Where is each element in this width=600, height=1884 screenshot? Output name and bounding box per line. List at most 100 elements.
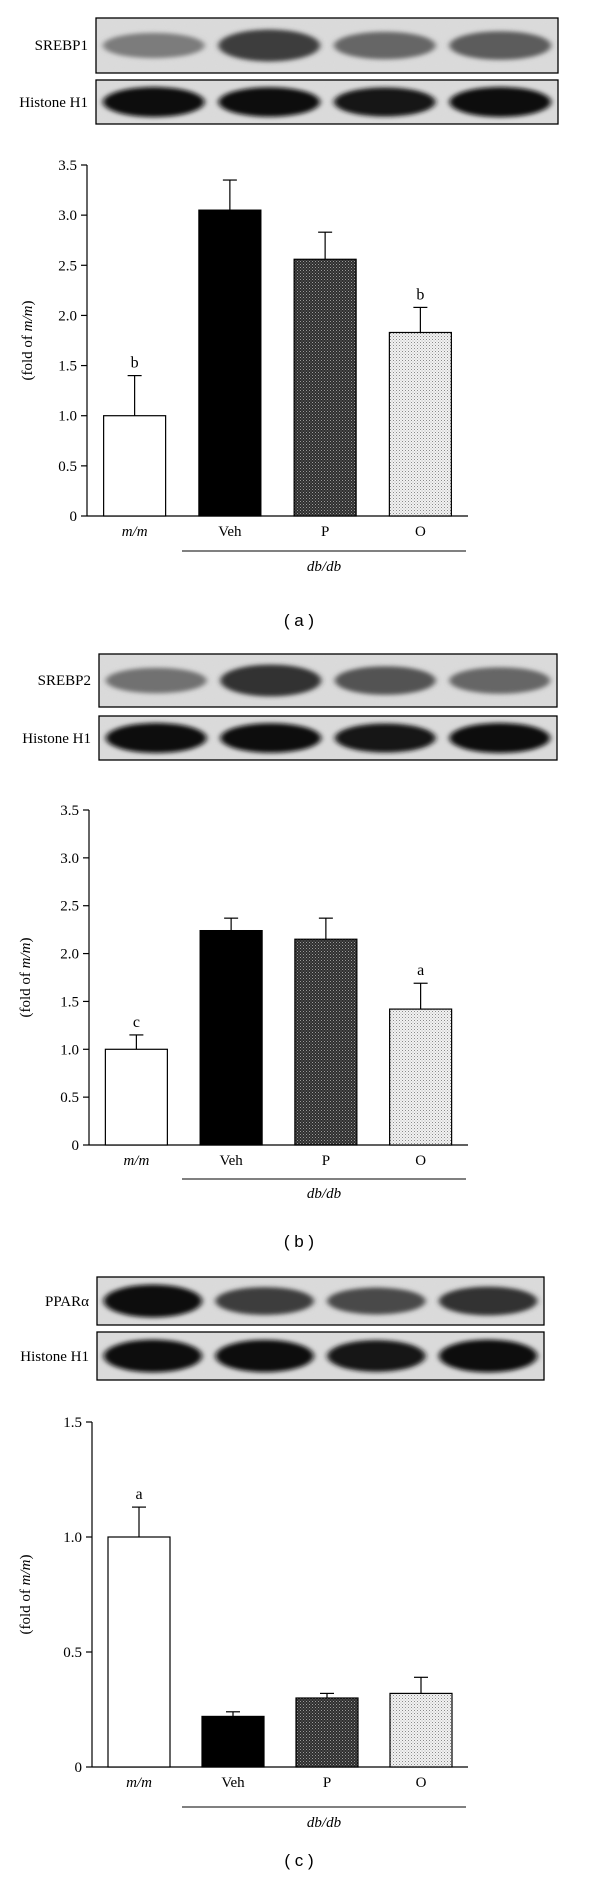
x-tick-label: m/m [122,524,148,540]
bar [201,1715,265,1768]
x-tick-label: O [416,1775,427,1791]
y-tick-label: 1.0 [60,1042,79,1058]
blot-band [334,666,436,695]
bar-chart: 0 0.5 1.0 1.5 2.0 2.5 3.0 3.5 (fold of m/m) b m/m V… [20,158,468,540]
blot-bands [98,1278,543,1324]
y-tick-label: 1.5 [63,1415,82,1431]
blot-bands [100,655,556,706]
blot-band [327,1340,426,1372]
x-tick-label: Veh [219,1153,243,1169]
blot-band [333,31,436,60]
y-tick-label: 2.5 [58,258,77,274]
blot-band [103,1339,203,1373]
blot-band [105,723,207,753]
y-axis-label: (fold of m/m) [20,301,36,381]
x-tick-label: O [415,1153,426,1169]
group-label: db/db [307,1815,342,1831]
y-tick-label: 0 [75,1760,83,1776]
x-tick-label: Veh [221,1775,245,1791]
blot-bands [97,81,557,123]
blot-strip: SREBP1 [35,17,559,74]
blot-label: PPARα [45,1294,89,1310]
blot-band [334,723,436,753]
y-tick-label: 0 [72,1138,80,1154]
y-tick-label: 2.0 [58,308,77,324]
blot-label: SREBP2 [38,673,91,689]
bar-chart: 0 0.5 1.0 1.5 (fold of m/m) a m/m Veh P O [18,1415,468,1791]
y-tick-label: 1.5 [60,994,79,1010]
blot-strip: Histone H1 [19,79,559,125]
blot-label: SREBP1 [35,38,88,54]
y-tick-label: 0.5 [60,1090,79,1106]
blot-label: Histone H1 [20,1349,89,1365]
x-tick-label: Veh [218,524,242,540]
significance-letter: a [417,962,424,979]
y-tick-label: 1.0 [63,1530,82,1546]
bar [198,209,262,517]
y-tick-label: 2.0 [60,947,79,963]
significance-letter: b [416,286,424,303]
blot-strip: PPARα [45,1276,545,1326]
bar [104,1048,168,1146]
blot-band [218,87,321,117]
y-tick-label: 3.5 [58,158,77,174]
significance-letter: c [133,1014,140,1031]
blot-band [215,1339,314,1373]
y-tick-label: 0 [70,509,78,525]
blot-bands [98,1333,543,1379]
blot-band [218,29,321,62]
y-tick-label: 1.5 [58,359,77,375]
blot-label: Histone H1 [19,95,88,111]
bar [295,1697,359,1768]
blot-band [215,1287,314,1315]
blot-strip: Histone H1 [22,715,558,761]
panel-b: SREBP2 Histone H1 0 0.5 1.0 1.5 2.0 2.5 3.0 3.5… [18,653,558,1251]
bar [293,258,357,517]
y-tick-label: 2.5 [60,899,79,915]
bar-chart: 0 0.5 1.0 1.5 2.0 2.5 3.0 3.5 (fold of m/m) c m/m V… [18,803,468,1169]
blot-band [333,87,436,117]
blot-band [449,87,552,117]
bar [389,1008,453,1146]
blot-band [102,87,205,117]
bar [294,938,358,1146]
blot-band [105,667,207,694]
blot-band [102,32,205,59]
blot-band [220,723,322,753]
blot-bands [100,717,556,759]
blot-band [438,1286,538,1316]
blot-label: Histone H1 [22,731,91,747]
panel-caption: ( a ) [284,611,314,630]
x-tick-label: m/m [123,1153,149,1169]
x-tick-label: O [415,524,426,540]
panel-caption: ( b ) [284,1232,314,1251]
blot-strip: Histone H1 [20,1331,545,1381]
panel-a: SREBP1 Histone H1 0 0.5 1.0 1.5 2.0 2.5 3.0 3.5… [19,17,559,630]
blot-strip: SREBP2 [38,653,558,708]
blot-band [220,664,322,697]
bar [199,929,263,1146]
x-tick-label: P [322,1153,330,1169]
y-axis-label: (fold of m/m) [18,1555,34,1635]
y-tick-label: 0.5 [58,459,77,475]
blot-band [103,1284,203,1318]
x-tick-label: m/m [126,1775,152,1791]
bar [103,415,167,517]
y-axis-label: (fold of m/m) [18,938,34,1018]
panel-c: PPARα Histone H1 0 0.5 1.0 1.5 (fold of m/m)… [18,1276,545,1870]
blot-band [438,1339,538,1373]
x-tick-label: P [321,524,329,540]
panel-caption: ( c ) [284,1851,313,1870]
bar [388,331,452,517]
blot-band [449,667,551,694]
y-tick-label: 3.5 [60,803,79,819]
blot-band [449,723,551,753]
y-tick-label: 0.5 [63,1645,82,1661]
bar [107,1536,171,1768]
significance-letter: a [135,1486,142,1503]
x-tick-label: P [323,1775,331,1791]
blot-band [327,1287,426,1315]
blot-band [449,31,552,60]
y-tick-label: 3.0 [60,851,79,867]
